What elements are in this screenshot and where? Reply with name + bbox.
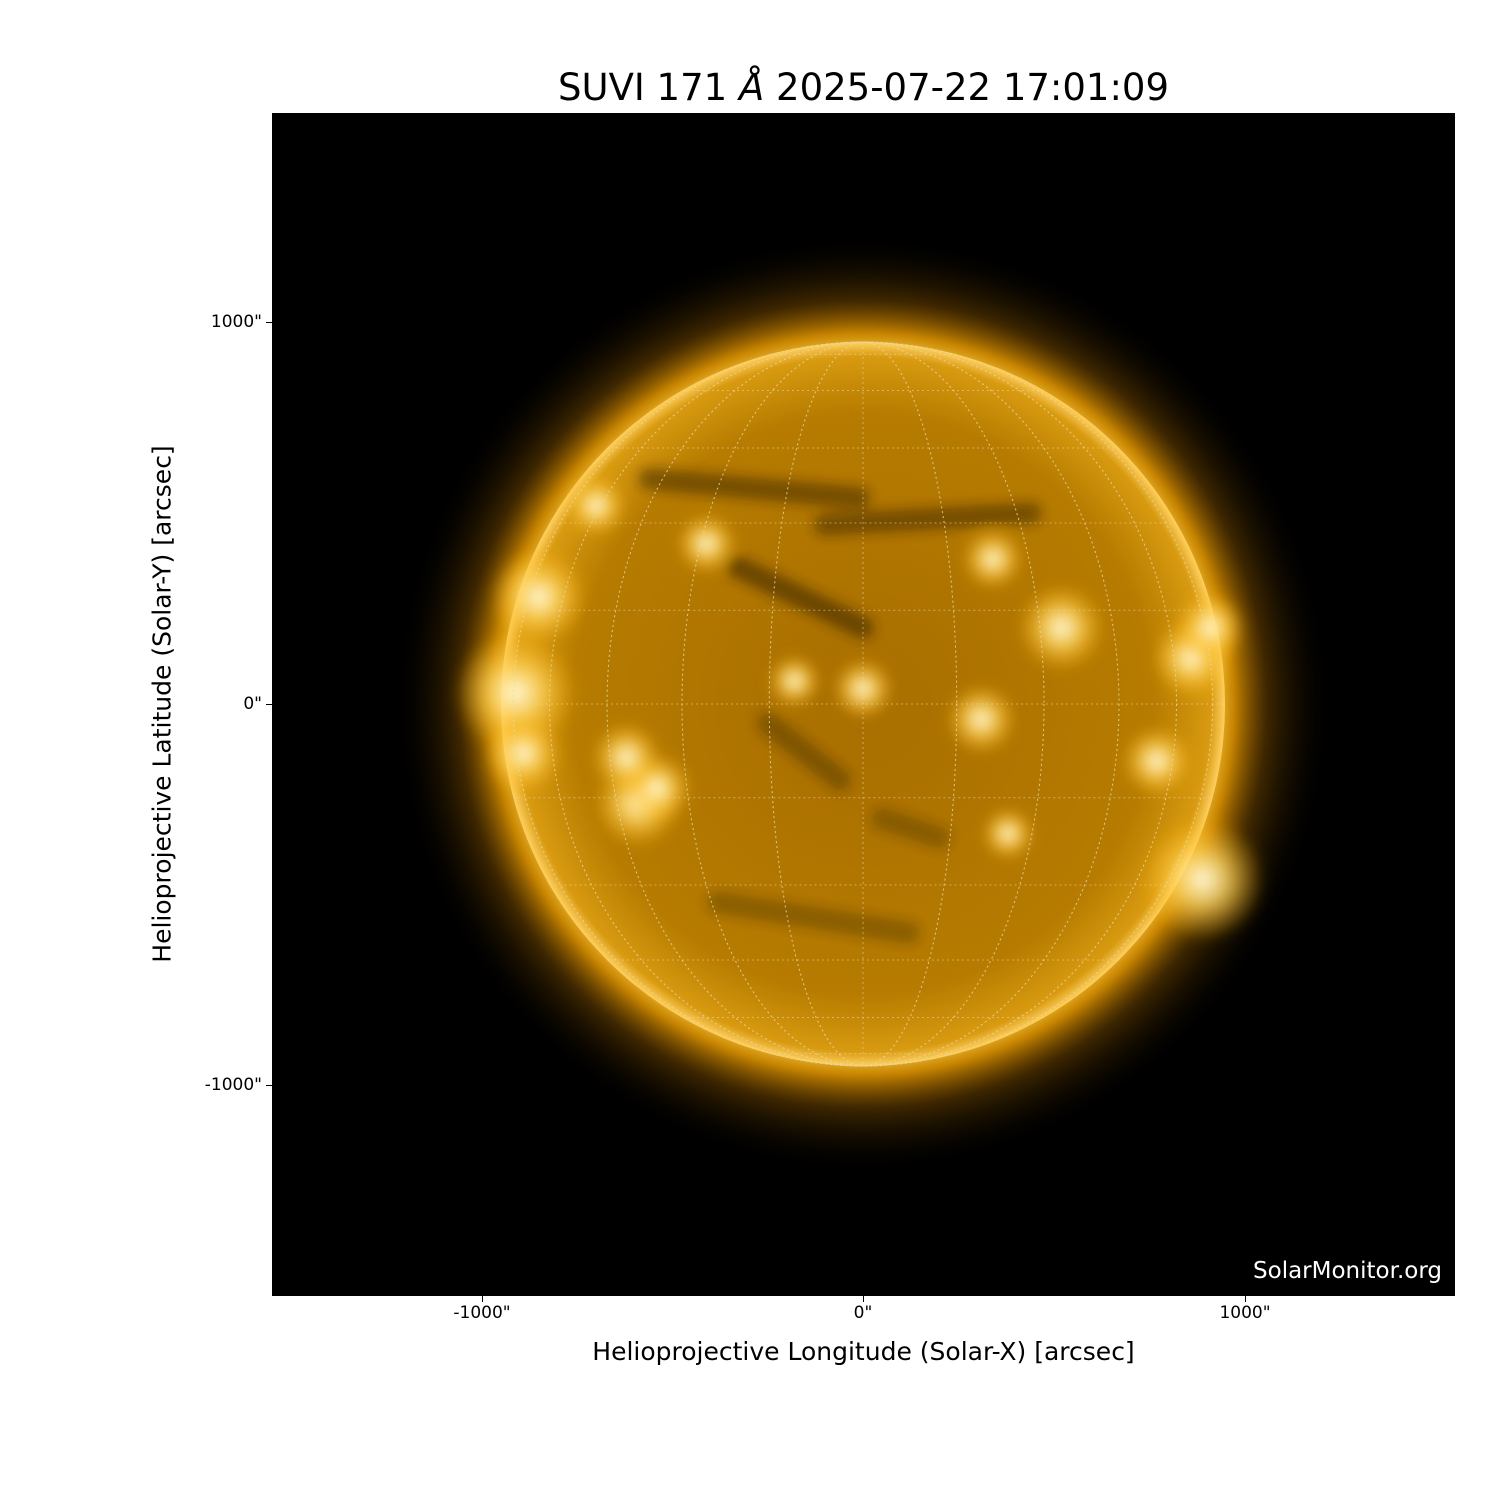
- x-tick-label: -1000": [453, 1303, 511, 1323]
- active-region: [1174, 591, 1247, 664]
- x-tick-label: 1000": [1219, 1303, 1271, 1323]
- active-region: [675, 512, 739, 576]
- plot-title: SUVI 171 Å 2025-07-22 17:01:09: [558, 66, 1169, 109]
- active-region: [564, 474, 628, 538]
- watermark: SolarMonitor.org: [1253, 1258, 1442, 1284]
- coronal-hole: [638, 467, 871, 509]
- active-region: [489, 547, 589, 647]
- y-tick-label: 0": [243, 694, 262, 714]
- x-tick-mark: [482, 1296, 483, 1302]
- x-tick-mark: [863, 1296, 864, 1302]
- active-region: [482, 713, 564, 795]
- active-region: [590, 721, 663, 794]
- active-region: [1016, 582, 1107, 673]
- active-region: [767, 654, 822, 709]
- y-tick-mark: [266, 704, 272, 705]
- y-tick-label: -1000": [204, 1075, 262, 1095]
- coronal-hole: [726, 555, 874, 639]
- x-tick-mark: [1245, 1296, 1246, 1302]
- x-tick-label: 0": [853, 1303, 873, 1323]
- sun-image: [393, 234, 1333, 1174]
- y-axis-label: Helioprojective Latitude (Solar-Y) [arcs…: [147, 445, 177, 963]
- coronal-hole: [813, 502, 1042, 536]
- active-region: [1120, 725, 1193, 798]
- coronal-hole: [707, 891, 920, 944]
- solar-image-axes: SolarMonitor.org: [272, 113, 1455, 1296]
- coronal-hole: [756, 712, 852, 792]
- active-region: [980, 806, 1035, 861]
- y-tick-mark: [266, 1085, 272, 1086]
- coronal-hole: [871, 807, 951, 849]
- active-region: [961, 527, 1025, 591]
- x-axis-label: Helioprojective Longitude (Solar-X) [arc…: [592, 1337, 1135, 1366]
- y-tick-label: 1000": [210, 312, 262, 332]
- y-tick-mark: [266, 322, 272, 323]
- active-region: [945, 683, 1018, 756]
- active-region: [1139, 816, 1266, 943]
